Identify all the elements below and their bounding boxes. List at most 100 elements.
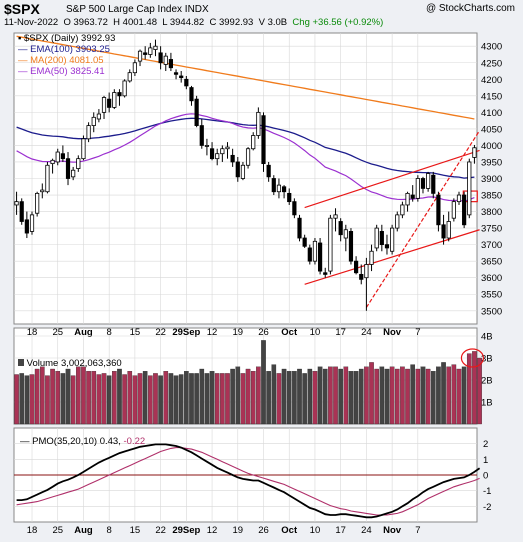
candle-body	[405, 192, 410, 206]
x-tick-label-bottom: 17	[335, 525, 346, 536]
candle-body	[240, 164, 246, 179]
candle-body	[467, 161, 472, 216]
volume-bar	[384, 368, 390, 425]
candle-body	[271, 178, 276, 193]
candle-body	[76, 158, 81, 169]
volume-bar	[184, 371, 189, 425]
price-y-tick: 4250	[481, 58, 502, 69]
price-y-tick: 4300	[481, 42, 502, 53]
x-tick-label: Oct	[281, 327, 298, 338]
candle-body	[230, 154, 235, 163]
volume-bar	[173, 375, 179, 425]
volume-bar	[153, 373, 158, 425]
candle-body	[189, 87, 194, 102]
pmo-legend: — PMO(35,20,10) 0.43, -0.22	[20, 436, 145, 447]
volume-bar	[14, 374, 19, 425]
volume-bar	[302, 373, 307, 425]
legend-ema50: — EMA(50) 3825.41	[18, 66, 105, 77]
legend-price: ▪ $SPX (Daily) 3992.93	[18, 33, 116, 44]
ema50-line	[16, 113, 475, 202]
volume-bar	[286, 371, 292, 425]
candle-body	[14, 201, 19, 206]
x-tick-label: Aug	[74, 327, 93, 338]
legend-ema50-swatch: —	[18, 66, 28, 77]
volume-bar	[441, 362, 446, 425]
x-tick-label: 17	[335, 327, 346, 338]
volume-bar	[55, 371, 61, 425]
volume-y-tick: 2B	[481, 376, 493, 387]
volume-bar	[353, 371, 359, 425]
symbol: $SPX	[4, 1, 40, 17]
volume-bar	[343, 366, 349, 425]
volume-bar	[225, 373, 230, 425]
ma200-line	[16, 35, 475, 120]
price-y-tick: 3900	[481, 174, 502, 185]
volume-bar	[194, 373, 199, 425]
candle-body	[60, 153, 65, 160]
pmo-label-main: PMO(35,20,10) 0.43,	[32, 436, 121, 447]
candle-body	[45, 164, 50, 193]
candle-body	[420, 178, 426, 189]
volume-bar	[81, 366, 86, 425]
volume-bar	[86, 371, 91, 425]
candle-body	[96, 113, 101, 120]
candle-body	[220, 148, 225, 155]
volume-bar	[39, 366, 45, 425]
volume-bar	[281, 368, 287, 425]
candle-body	[472, 147, 477, 158]
price-y-tick: 3850	[481, 191, 502, 202]
candle-body	[40, 189, 45, 193]
volume-bar	[461, 366, 467, 425]
candle-body	[343, 229, 348, 239]
volume-bar	[19, 373, 25, 425]
candle-body	[400, 204, 405, 216]
volume-bar	[276, 373, 282, 425]
x-tick-label-bottom: 22	[155, 525, 166, 536]
volume-bar	[379, 366, 385, 425]
volume-bar	[230, 368, 235, 425]
volume-bar	[410, 364, 416, 425]
candle-body	[436, 194, 441, 226]
candle-body	[107, 98, 112, 108]
chart-header: $SPX S&P 500 Large Cap Index INDX @ Stoc…	[4, 0, 519, 32]
candle-body	[86, 125, 91, 140]
candle-body	[379, 231, 384, 246]
x-tick-label-bottom: 26	[258, 525, 269, 536]
candle-body	[384, 244, 390, 249]
candle-body	[163, 55, 168, 65]
candle-body	[179, 75, 184, 79]
channel-lower-line	[304, 229, 480, 285]
price-y-tick: 4000	[481, 141, 502, 152]
candle-body	[184, 78, 189, 87]
candle-body	[251, 135, 256, 150]
x-tick-label: 29Sep	[172, 327, 200, 338]
volume-bar	[199, 368, 205, 425]
legend-ema100-swatch: —	[18, 44, 28, 55]
price-y-tick: 4100	[481, 108, 502, 119]
volume-bar	[364, 366, 369, 425]
candle-body	[441, 224, 446, 239]
candle-body	[333, 214, 338, 219]
volume-bar	[117, 368, 122, 425]
volume-bar	[189, 373, 194, 425]
candle-body	[148, 47, 153, 55]
volume-highlight-circle	[460, 348, 485, 368]
x-tick-label-bottom: Aug	[74, 525, 93, 536]
pmo-line	[16, 443, 481, 519]
x-tick-label-bottom: 12	[207, 525, 218, 536]
volume-bar	[220, 373, 225, 425]
candle-body	[245, 148, 251, 166]
volume-y-tick: 3B	[481, 354, 493, 365]
quote-high: H 4001.48	[113, 17, 157, 28]
candle-body	[307, 247, 312, 262]
x-tick-label: Nov	[383, 327, 402, 338]
volume-bar	[168, 373, 174, 425]
candle-body	[215, 153, 220, 160]
volume-bar	[96, 374, 102, 425]
steep-trend-line	[365, 130, 481, 308]
x-tick-label-bottom: 10	[310, 525, 321, 536]
volume-bar	[50, 368, 55, 425]
candle-body	[281, 186, 287, 193]
candle-body	[137, 50, 143, 62]
volume-bar	[240, 373, 246, 425]
